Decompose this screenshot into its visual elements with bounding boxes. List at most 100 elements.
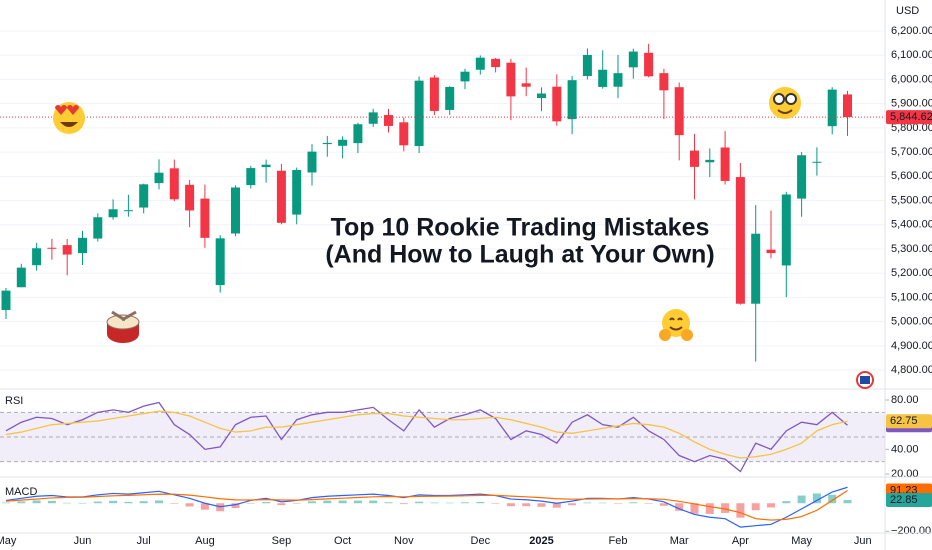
histogram-bar — [629, 502, 638, 504]
histogram-bar — [2, 502, 10, 504]
histogram-bar — [139, 501, 148, 504]
candle-body — [16, 267, 26, 288]
histogram-bar — [736, 503, 745, 518]
candle-body — [414, 80, 424, 147]
histogram-bar — [644, 503, 653, 504]
indicator-line — [5, 410, 848, 459]
candle-body — [659, 73, 669, 91]
candle-body — [169, 168, 179, 200]
y-tick-label: 4,800.00 — [891, 364, 932, 376]
y-tick-label: 80.00 — [891, 394, 919, 406]
x-tick-label: Jun — [854, 535, 872, 547]
candle-body — [108, 209, 118, 218]
emoji-nerd — [769, 87, 801, 119]
histogram-bar — [323, 500, 332, 504]
histogram-bar — [506, 503, 515, 507]
candle-body — [307, 151, 317, 173]
histogram-bar — [552, 503, 561, 508]
histogram-bar — [231, 503, 240, 509]
candle-body — [429, 77, 439, 111]
candle-body — [353, 124, 363, 144]
histogram-bar — [292, 503, 301, 504]
indicator-line — [5, 486, 848, 528]
candle-body — [322, 142, 332, 145]
x-tick-label: Feb — [609, 535, 628, 547]
candle-body — [62, 245, 72, 255]
emoji-hug — [659, 309, 693, 341]
y-tick-label: 5,700.00 — [891, 146, 932, 158]
price-tag — [886, 493, 932, 508]
candle-body — [154, 172, 164, 184]
candle-body — [766, 249, 776, 254]
histogram-bar — [262, 501, 271, 504]
candle-body — [78, 237, 87, 254]
candle-body — [399, 122, 409, 146]
histogram-bar — [476, 501, 485, 504]
histogram-bar — [415, 501, 424, 504]
x-tick-label: Jun — [74, 535, 92, 547]
candle-body — [491, 58, 501, 68]
x-tick-label: Dec — [471, 535, 491, 547]
histogram-bar — [812, 493, 821, 504]
indicator-line — [5, 489, 848, 521]
histogram-bar — [782, 501, 791, 504]
currency-label: USD — [896, 5, 919, 17]
histogram-bar — [705, 503, 714, 514]
title-line: (And How to Laugh at Your Own) — [325, 241, 714, 269]
emoji-heart-eyes — [53, 102, 85, 134]
candle-body — [613, 73, 623, 87]
x-tick-label: Aug — [195, 535, 215, 547]
y-tick-label: 5,000.00 — [891, 316, 932, 328]
pane-title: MACD — [5, 486, 37, 498]
candle-body — [674, 87, 684, 136]
candle-body — [537, 93, 546, 99]
candle-body — [338, 139, 348, 146]
candle-body — [231, 187, 240, 234]
y-tick-label: 5,400.00 — [891, 219, 932, 231]
histogram-bar — [598, 502, 607, 504]
y-tick-label: 5,300.00 — [891, 243, 932, 255]
candle-body — [47, 247, 57, 249]
histogram-bar — [445, 502, 454, 504]
price-tag-label: 5,844.62 — [890, 111, 932, 123]
y-tick-label: 5,600.00 — [891, 170, 932, 182]
candle-body — [32, 248, 42, 266]
histogram-bar — [277, 503, 286, 506]
histogram-bar — [751, 503, 760, 511]
grid: 4,800.00 4,900.00 5,000.00 5,100.00 5,200.00… — [0, 25, 932, 537]
histogram-bar — [124, 501, 133, 504]
histogram-bar — [353, 500, 362, 504]
y-tick-label: 5,500.00 — [891, 194, 932, 206]
candle-body — [705, 159, 715, 163]
x-tick-label: Apr — [732, 535, 749, 547]
candle-body — [781, 194, 791, 266]
y-tick-label: 5,100.00 — [891, 291, 932, 303]
x-tick-label: Oct — [334, 535, 351, 547]
candle-body — [644, 52, 654, 77]
histogram-bar — [797, 495, 806, 504]
panes: May Jun Jul Aug Sep Oct Nov Dec 2025 Feb Mar Apr May… — [0, 43, 932, 547]
histogram-bar — [690, 503, 699, 514]
histogram-bar — [614, 503, 622, 504]
x-tick-label: 2025 — [529, 535, 553, 547]
candle-body — [843, 94, 852, 117]
y-tick-label: 6,100.00 — [891, 49, 932, 61]
x-tick-label: May — [0, 535, 17, 547]
histogram-bar — [491, 503, 500, 504]
candle-body — [827, 89, 837, 127]
candle-body — [445, 86, 455, 110]
candle-body — [139, 184, 149, 208]
histogram-bar — [246, 503, 255, 504]
y-tick-label: 5,800.00 — [891, 122, 932, 134]
x-tick-label: Nov — [394, 535, 414, 547]
candle-body — [797, 155, 807, 199]
x-tick-label: Sep — [272, 535, 292, 547]
candle-body — [460, 71, 470, 82]
candle-body — [735, 177, 745, 304]
price-tag — [886, 414, 932, 429]
histogram-bar — [522, 503, 531, 507]
histogram-bar — [32, 500, 41, 504]
histogram-bar — [308, 501, 316, 504]
candle-body — [567, 80, 577, 120]
